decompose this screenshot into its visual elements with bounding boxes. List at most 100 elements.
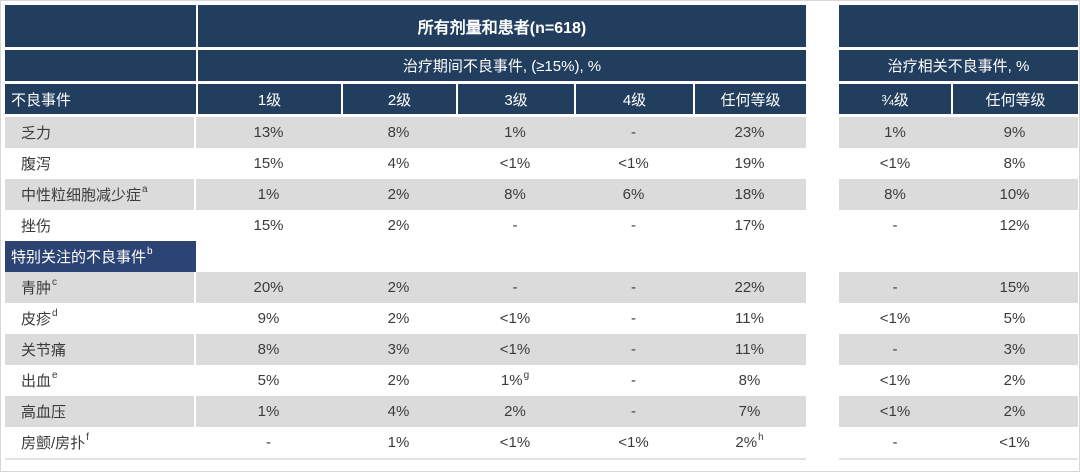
value-cell: 2%: [387, 310, 410, 327]
section-header-row: 特别关注的不良事件 b: [5, 241, 806, 272]
event-column-header: 不良事件: [5, 84, 196, 114]
value-cell: 4%: [341, 396, 456, 427]
table-row-right: 1% 9%: [839, 117, 1078, 148]
value-cell: 18%: [693, 179, 806, 210]
table-row-right: - <1%: [839, 427, 1078, 458]
value-cell: 2%: [387, 372, 410, 389]
value-cell: 15%: [951, 272, 1078, 303]
value-cell: -: [631, 372, 636, 389]
value-cell: 1%: [456, 117, 574, 148]
value-cell: 4%: [387, 155, 410, 172]
value-cell: 12%: [999, 217, 1030, 234]
value-cell: 22%: [693, 272, 806, 303]
value-cell: -: [574, 272, 693, 303]
blank-cell: [5, 50, 196, 81]
value-cell: 1%: [196, 396, 341, 427]
table-row: 皮疹 d 9% 2% <1% - 11%: [5, 303, 806, 334]
table-row: 腹泻 15% 4% <1% <1% 19%: [5, 148, 806, 179]
event-label-cell: 挫伤: [5, 210, 196, 241]
value-cell: 11%: [693, 334, 806, 365]
value-cell: 6%: [574, 179, 693, 210]
treatment-related-section: 治疗相关不良事件, % ¾级 任何等级 1% 9% <1% 8% 8% 10% -12% -1…: [839, 5, 1078, 460]
value-cell: 1%: [196, 179, 341, 210]
table-bottom-edge: [5, 458, 806, 460]
value-cell: -: [266, 434, 271, 451]
value-cell: 19%: [734, 155, 765, 172]
table-row: 中性粒细胞减少症 a 1% 2% 8% 6% 18%: [5, 179, 806, 210]
value-cell: <1%: [499, 434, 531, 451]
main-header-row-title: 所有剂量和患者(n=618): [5, 5, 806, 47]
event-label-cell: 关节痛: [5, 334, 196, 365]
value-cell: 5%: [257, 372, 280, 389]
table-row-right: <1% 5%: [839, 303, 1078, 334]
event-label-cell: 高血压: [5, 396, 196, 427]
table-row: 高血压 1% 4% 2% -7%: [5, 396, 806, 427]
table-row-right: - 12%: [839, 210, 1078, 241]
value-cell: 9%: [951, 117, 1078, 148]
value-cell: 1%: [839, 117, 951, 148]
event-label-cell: 皮疹 d: [5, 303, 196, 334]
value-cell: <1%: [879, 372, 911, 389]
value-cell: 2%: [1003, 372, 1026, 389]
section-row-filler: [196, 241, 806, 272]
table-row: 乏力 13% 8% 1% -23%: [5, 117, 806, 148]
value-cell: 17%: [734, 217, 765, 234]
grade34-column-header: ¾级: [839, 84, 951, 114]
grade4-column-header: 4级: [574, 84, 693, 114]
right-header-blank-block: [839, 5, 1078, 47]
right-header-row-grades: ¾级 任何等级: [839, 84, 1078, 114]
table-row: 出血 e 5% 2% 1% g - 8%: [5, 365, 806, 396]
table-row-right: 8% 10%: [839, 179, 1078, 210]
value-cell: -: [631, 217, 636, 234]
table-row-right: -15%: [839, 272, 1078, 303]
value-cell: 2% h: [735, 432, 764, 452]
value-cell: -: [892, 434, 898, 451]
table-row-right: -3%: [839, 334, 1078, 365]
grade2-column-header: 2级: [341, 84, 456, 114]
value-cell: 2%: [456, 396, 574, 427]
corner-blank-cell: [5, 5, 196, 47]
grade1-column-header: 1级: [196, 84, 341, 114]
value-cell: <1%: [499, 155, 531, 172]
value-cell: 10%: [951, 179, 1078, 210]
value-cell: -: [892, 217, 898, 234]
value-cell: <1%: [839, 396, 951, 427]
value-cell: <1%: [456, 334, 574, 365]
value-cell: 8%: [738, 372, 761, 389]
main-table-body: 乏力 13% 8% 1% -23% 腹泻 15% 4% <1% <1% 19% 中性粒细胞减少症 a 1%…: [5, 117, 806, 458]
table-row-right: <1% 8%: [839, 148, 1078, 179]
value-cell: 7%: [693, 396, 806, 427]
value-cell: 13%: [196, 117, 341, 148]
event-label-cell: 青肿 c: [5, 272, 196, 303]
table-row-right: <1% 2%: [839, 365, 1078, 396]
value-cell: -: [456, 272, 574, 303]
value-cell: 23%: [693, 117, 806, 148]
value-cell: 15%: [253, 217, 284, 234]
table-row: 青肿 c 20% 2% - -22%: [5, 272, 806, 303]
value-cell: 8%: [839, 179, 951, 210]
all-doses-section: 所有剂量和患者(n=618) 治疗期间不良事件, (≥15%), % 不良事件 …: [5, 5, 806, 460]
value-cell: <1%: [618, 434, 649, 451]
section-header-cell: 特别关注的不良事件 b: [5, 241, 196, 272]
value-cell: 5%: [1003, 310, 1026, 327]
table-row-right: <1% 2%: [839, 396, 1078, 427]
any-grade-column-header: 任何等级: [693, 84, 806, 114]
value-cell: 1% g: [500, 370, 530, 390]
value-cell: 1%: [387, 434, 410, 451]
value-cell: -: [839, 272, 951, 303]
value-cell: <1%: [618, 155, 649, 172]
event-label-cell: 乏力: [5, 117, 196, 148]
value-cell: 8%: [1003, 155, 1026, 172]
event-label-cell: 腹泻: [5, 148, 196, 179]
value-cell: 3%: [341, 334, 456, 365]
section-spacer-row: [839, 241, 1078, 272]
value-cell: <1%: [879, 310, 911, 327]
table-row: 挫伤 15% 2% - - 17%: [5, 210, 806, 241]
value-cell: 3%: [951, 334, 1078, 365]
value-cell: 2%: [387, 217, 410, 234]
table-bottom-edge-right: [839, 458, 1078, 460]
value-cell: <1%: [999, 434, 1030, 451]
value-cell: 2%: [341, 179, 456, 210]
value-cell: <1%: [879, 155, 911, 172]
value-cell: -: [574, 396, 693, 427]
